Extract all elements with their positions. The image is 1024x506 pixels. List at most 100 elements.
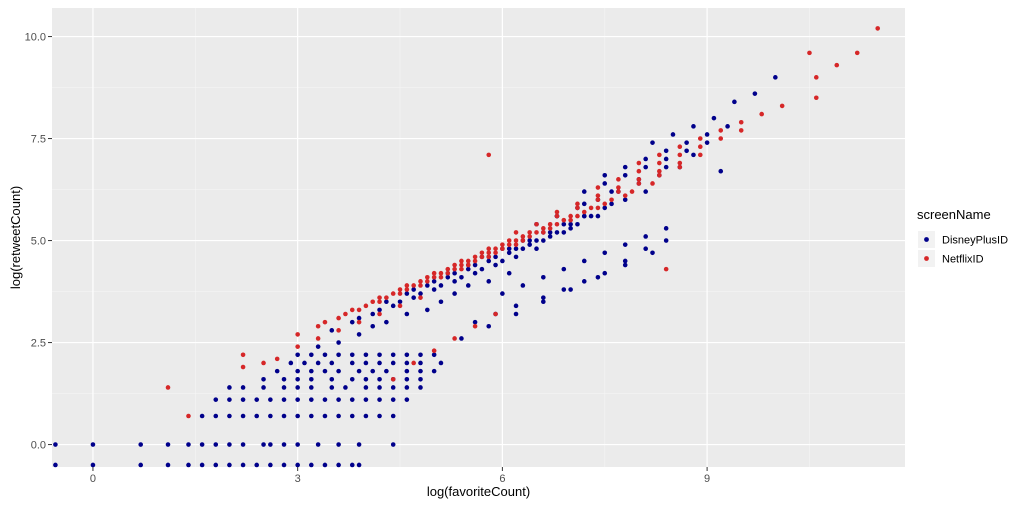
data-point bbox=[377, 385, 382, 390]
data-point bbox=[452, 291, 457, 296]
data-point bbox=[309, 385, 314, 390]
data-point bbox=[390, 376, 396, 382]
data-point bbox=[268, 397, 273, 402]
data-point bbox=[506, 238, 512, 243]
data-point bbox=[281, 462, 287, 468]
data-point bbox=[547, 234, 553, 239]
legend-title: screenName bbox=[917, 207, 991, 222]
data-point bbox=[397, 291, 403, 296]
data-point bbox=[506, 250, 512, 256]
data-point bbox=[643, 189, 648, 194]
data-point bbox=[418, 376, 423, 382]
data-point bbox=[500, 242, 505, 247]
data-point bbox=[431, 348, 437, 354]
data-point bbox=[240, 397, 246, 402]
data-point bbox=[472, 254, 478, 260]
data-point bbox=[418, 283, 423, 288]
data-point bbox=[493, 311, 498, 317]
data-point bbox=[322, 462, 328, 468]
data-point bbox=[759, 111, 764, 117]
data-point bbox=[356, 307, 362, 313]
data-point bbox=[807, 50, 812, 56]
data-point bbox=[356, 442, 362, 447]
data-point bbox=[438, 274, 444, 280]
data-point bbox=[554, 221, 560, 227]
data-point bbox=[254, 397, 260, 402]
data-point bbox=[568, 287, 573, 292]
data-point bbox=[295, 385, 300, 390]
data-point bbox=[404, 352, 410, 358]
data-point bbox=[609, 197, 614, 203]
data-point bbox=[506, 242, 512, 247]
data-point bbox=[384, 295, 389, 300]
data-point bbox=[322, 319, 328, 325]
data-point bbox=[322, 368, 328, 374]
data-point bbox=[657, 168, 662, 174]
data-point bbox=[295, 376, 300, 382]
data-point bbox=[377, 376, 382, 382]
data-point bbox=[834, 62, 840, 68]
data-point bbox=[445, 274, 451, 280]
data-point bbox=[602, 205, 608, 211]
data-point bbox=[657, 172, 662, 178]
data-point bbox=[261, 360, 266, 366]
data-point bbox=[431, 279, 437, 284]
data-point bbox=[384, 299, 389, 305]
data-point bbox=[677, 144, 683, 150]
data-point bbox=[397, 299, 403, 305]
data-point bbox=[404, 360, 410, 366]
data-point bbox=[281, 413, 287, 419]
data-point bbox=[418, 352, 423, 358]
data-point bbox=[288, 360, 294, 366]
data-point bbox=[479, 254, 485, 260]
data-point bbox=[295, 413, 300, 419]
data-point bbox=[547, 226, 553, 231]
data-point bbox=[370, 299, 376, 305]
data-point bbox=[657, 160, 662, 166]
data-point bbox=[377, 360, 382, 366]
data-point bbox=[520, 234, 526, 239]
data-point bbox=[384, 319, 389, 325]
data-point bbox=[602, 250, 608, 256]
data-point bbox=[472, 319, 478, 325]
data-point bbox=[568, 217, 573, 223]
data-point bbox=[138, 462, 144, 468]
data-point bbox=[541, 274, 546, 280]
data-point bbox=[568, 213, 573, 219]
data-point bbox=[561, 266, 567, 272]
data-point bbox=[377, 352, 382, 358]
data-point bbox=[404, 376, 410, 382]
data-point bbox=[377, 299, 382, 305]
data-point bbox=[602, 201, 608, 207]
data-point bbox=[295, 332, 300, 337]
data-point bbox=[616, 185, 621, 190]
data-point bbox=[397, 287, 403, 292]
data-point bbox=[718, 168, 724, 174]
data-point bbox=[554, 209, 560, 215]
data-point bbox=[493, 254, 498, 260]
data-point bbox=[418, 360, 423, 366]
data-points bbox=[53, 26, 881, 468]
data-point bbox=[636, 177, 642, 182]
data-point bbox=[691, 152, 696, 158]
data-point bbox=[363, 303, 369, 309]
data-point bbox=[547, 230, 553, 235]
data-point bbox=[363, 397, 369, 402]
data-point bbox=[513, 311, 519, 317]
data-point bbox=[349, 376, 355, 382]
data-point bbox=[581, 258, 587, 264]
data-point bbox=[268, 413, 273, 419]
data-point bbox=[677, 152, 683, 158]
data-point bbox=[541, 238, 546, 243]
data-point bbox=[459, 336, 464, 341]
data-point bbox=[363, 385, 369, 390]
data-point bbox=[315, 344, 321, 349]
data-point bbox=[684, 140, 689, 145]
data-point bbox=[281, 397, 287, 402]
data-point bbox=[309, 376, 314, 382]
data-point bbox=[602, 270, 608, 276]
data-point bbox=[349, 397, 355, 402]
data-point bbox=[704, 132, 710, 137]
data-point bbox=[622, 172, 628, 178]
